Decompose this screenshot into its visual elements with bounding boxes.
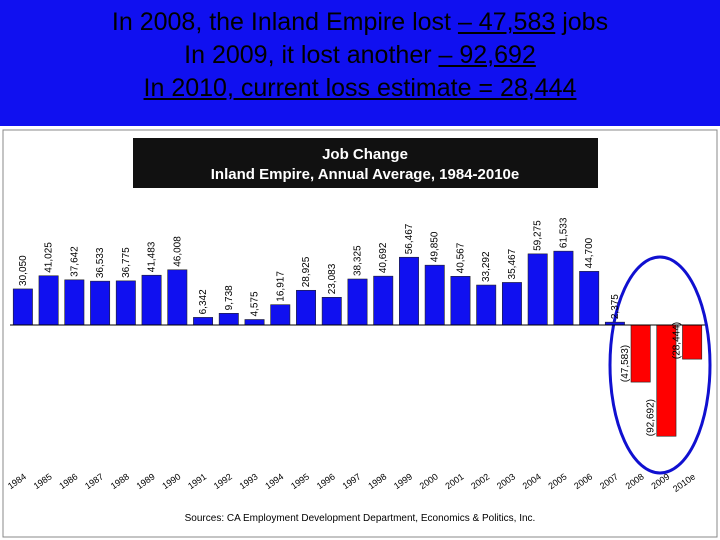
chart-title: Job Change	[322, 146, 408, 163]
header-text: – 47,583	[457, 8, 556, 36]
value-label: 40,692	[378, 242, 389, 273]
source: Sources: CA Employment Development Depar…	[185, 513, 536, 524]
bar	[450, 276, 471, 326]
value-label: 16,917	[275, 271, 286, 302]
bar	[38, 275, 59, 326]
bar	[90, 280, 111, 326]
bar	[553, 250, 574, 326]
bar	[682, 324, 703, 360]
value-label: 44,700	[584, 237, 595, 268]
value-label: 37,642	[69, 246, 80, 277]
highlight-ellipse	[608, 255, 712, 475]
bar	[579, 271, 600, 326]
bar	[527, 253, 548, 326]
value-label: 49,850	[430, 231, 441, 262]
bar	[244, 319, 265, 326]
value-label: 4,575	[250, 291, 261, 316]
bar	[296, 289, 316, 326]
value-label: 59,275	[533, 220, 544, 251]
bar	[193, 317, 214, 326]
bar	[373, 275, 394, 326]
value-label: 28,925	[301, 256, 312, 287]
bar	[630, 324, 651, 383]
value-label: 41,483	[147, 241, 158, 272]
value-label: 2,375	[610, 294, 621, 319]
header-text: jobs	[555, 8, 609, 36]
value-label: 46,008	[172, 236, 183, 267]
bar	[399, 256, 419, 326]
bar	[115, 280, 136, 326]
chart-subtitle: Inland Empire, Annual Average, 1984-2010…	[211, 166, 519, 183]
value-label: 30,050	[18, 255, 29, 286]
value-label: 41,025	[44, 242, 55, 273]
title-box	[133, 138, 598, 188]
bar	[141, 274, 162, 326]
header-line: In 2008, the Inland Empire lost – 47,583…	[0, 6, 720, 39]
value-label: 61,533	[558, 217, 569, 248]
value-label: 36,533	[95, 247, 106, 278]
chart-frame	[2, 129, 718, 538]
header-text: In 2008, the Inland Empire lost	[111, 8, 458, 36]
bar	[347, 278, 368, 326]
value-label: 33,292	[481, 251, 492, 282]
bar	[424, 264, 445, 326]
header-line: In 2010, current loss estimate = 28,444	[0, 72, 720, 105]
value-label: 40,567	[455, 242, 466, 273]
header-text: – 92,692	[438, 41, 536, 69]
bar	[270, 304, 291, 326]
value-label: 9,738	[224, 285, 235, 310]
bar	[501, 282, 522, 326]
value-label: (28,444)	[671, 322, 682, 359]
value-label: 23,083	[327, 263, 338, 294]
bar	[218, 313, 239, 326]
value-label: 35,467	[507, 248, 518, 279]
header-text: In 2010, current loss estimate = 28,444	[143, 74, 577, 102]
bar	[321, 297, 342, 326]
header-line: In 2009, it lost another – 92,692	[0, 39, 720, 72]
value-label: 6,342	[198, 289, 209, 314]
header: In 2008, the Inland Empire lost – 47,583…	[0, 0, 720, 126]
bar	[167, 269, 188, 326]
bar	[12, 288, 33, 326]
value-label: 36,775	[121, 247, 132, 278]
value-label: 38,325	[353, 245, 364, 276]
value-label: 56,467	[404, 223, 415, 254]
bar	[476, 284, 497, 326]
value-label: (47,583)	[620, 345, 631, 382]
header-text: In 2009, it lost another	[184, 41, 439, 69]
bar	[64, 279, 85, 326]
value-label: (92,692)	[646, 399, 657, 436]
